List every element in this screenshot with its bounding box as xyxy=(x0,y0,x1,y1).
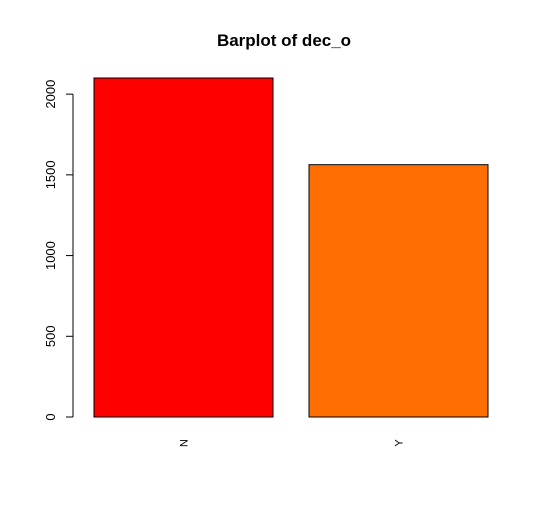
bars xyxy=(93,77,489,418)
y-tick-label: 2000 xyxy=(43,80,58,109)
y-axis: 0 500 1000 1500 2000 xyxy=(43,80,74,421)
bar-n xyxy=(93,77,274,418)
y-tick-label: 0 xyxy=(43,413,58,420)
bar-y xyxy=(308,164,489,418)
y-tick-label: 500 xyxy=(43,325,58,347)
chart-title: Barplot of dec_o xyxy=(217,31,351,50)
x-category-label: Y xyxy=(394,439,406,447)
x-category-label: N xyxy=(179,439,191,447)
y-tick-label: 1000 xyxy=(43,241,58,270)
y-tick-label: 1500 xyxy=(43,160,58,189)
